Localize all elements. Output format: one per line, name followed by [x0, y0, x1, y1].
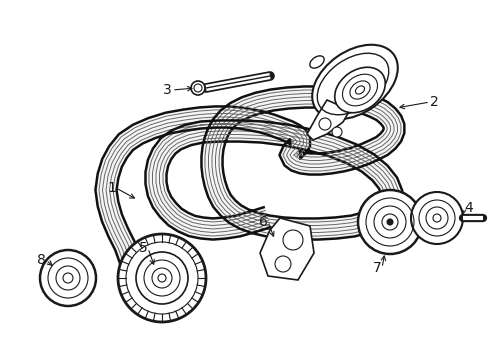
Text: 3: 3	[163, 83, 172, 97]
Text: 6: 6	[259, 215, 267, 229]
Circle shape	[274, 256, 290, 272]
Circle shape	[283, 230, 303, 250]
Ellipse shape	[309, 56, 324, 68]
Text: 5: 5	[139, 241, 148, 255]
Circle shape	[331, 127, 341, 137]
Ellipse shape	[311, 45, 397, 119]
Circle shape	[191, 81, 204, 95]
Ellipse shape	[334, 67, 385, 113]
Polygon shape	[95, 86, 404, 264]
Text: 7: 7	[372, 261, 381, 275]
Text: 1: 1	[107, 181, 116, 195]
Text: 8: 8	[37, 253, 46, 267]
Circle shape	[136, 252, 187, 304]
Circle shape	[357, 190, 421, 254]
Circle shape	[118, 234, 205, 322]
Polygon shape	[260, 218, 313, 280]
Circle shape	[386, 219, 392, 225]
Circle shape	[318, 118, 330, 130]
Polygon shape	[306, 100, 349, 140]
Circle shape	[410, 192, 462, 244]
Text: 2: 2	[429, 95, 438, 109]
Text: 4: 4	[463, 201, 472, 215]
Circle shape	[40, 250, 96, 306]
